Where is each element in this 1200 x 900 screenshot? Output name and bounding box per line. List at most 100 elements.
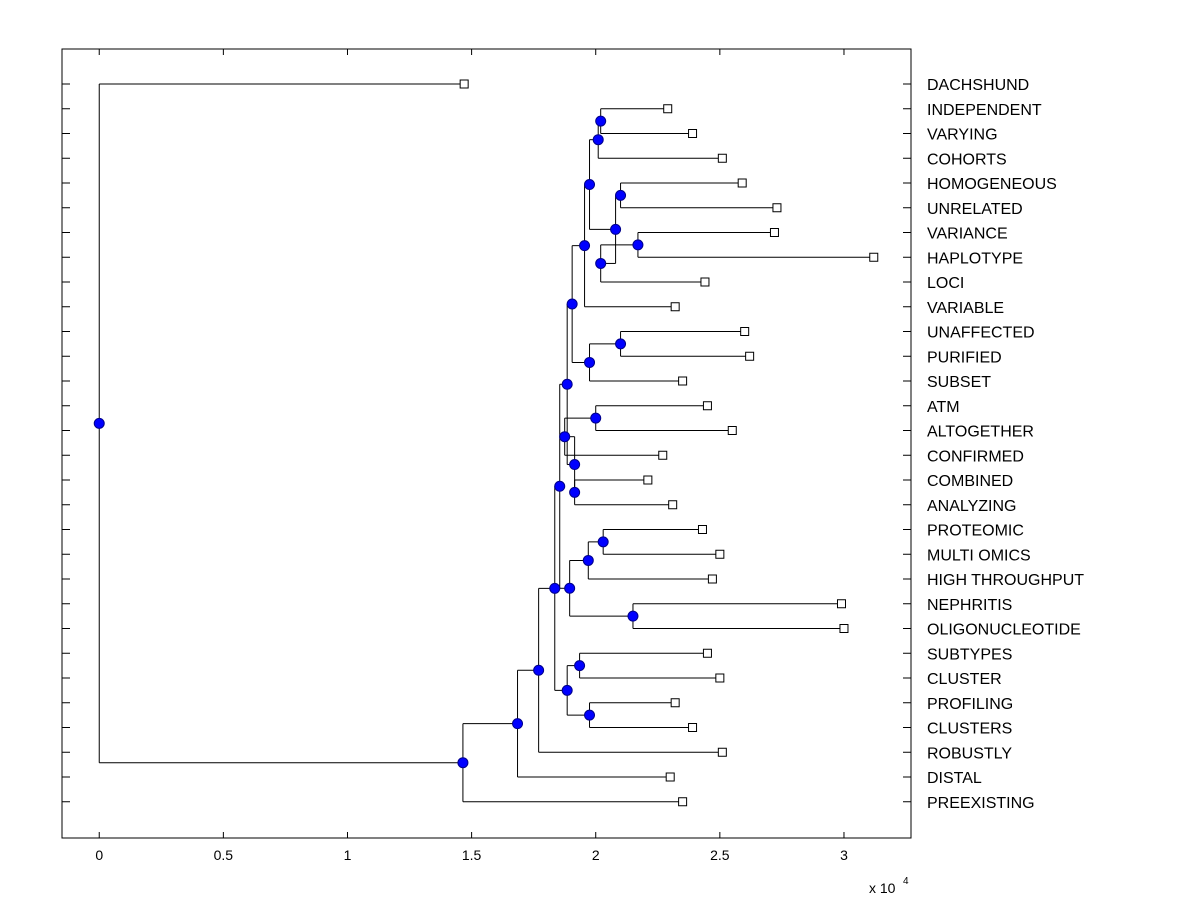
- leaf-marker: [688, 129, 698, 138]
- leaf-marker: [769, 228, 779, 237]
- merge-node: [592, 134, 604, 146]
- merge-node: [569, 459, 581, 471]
- merge-node: [574, 660, 586, 672]
- merge-node: [93, 417, 105, 429]
- merge-node: [584, 356, 596, 368]
- merge-node: [582, 554, 594, 566]
- leaf-marker: [658, 450, 668, 460]
- leaf-marker: [668, 500, 678, 510]
- merge-node: [579, 240, 591, 252]
- merge-node: [584, 709, 596, 721]
- merge-node: [627, 610, 639, 622]
- leaf-marker: [740, 327, 750, 336]
- merge-node: [561, 684, 573, 696]
- leaf-label: VARYING: [927, 127, 998, 144]
- leaf-label: HOMOGENEOUS: [927, 176, 1057, 193]
- merge-node: [584, 179, 596, 191]
- x-tick-label: 0.5: [214, 847, 234, 863]
- merge-node: [457, 757, 469, 769]
- leaf-label: MULTI OMICS: [927, 547, 1031, 564]
- leaf-marker: [707, 574, 717, 584]
- merge-node: [549, 582, 561, 594]
- merge-node: [610, 223, 622, 235]
- leaf-label: DACHSHUND: [927, 77, 1029, 94]
- merge-node: [615, 338, 627, 350]
- leaf-label: VARIABLE: [927, 300, 1004, 317]
- leaf-marker: [643, 475, 653, 485]
- leaf-marker: [715, 549, 725, 559]
- leaf-marker: [702, 648, 712, 658]
- leaf-marker: [745, 351, 755, 361]
- x-scale-multiplier: x 10: [869, 880, 896, 896]
- leaf-label: COMBINED: [927, 473, 1013, 490]
- leaf-marker: [678, 376, 688, 386]
- x-tick-label: 2.5: [710, 847, 730, 863]
- merge-node: [561, 378, 573, 390]
- leaf-marker: [688, 723, 698, 732]
- leaf-marker: [772, 203, 782, 213]
- leaf-label: ALTOGETHER: [927, 424, 1034, 441]
- leaf-marker: [670, 698, 680, 708]
- leaf-label: ROBUSTLY: [927, 745, 1012, 762]
- leaf-marker: [715, 673, 725, 683]
- leaf-marker: [869, 252, 879, 262]
- leaf-label: INDEPENDENT: [927, 102, 1042, 119]
- x-scale-exponent: 4: [903, 876, 909, 887]
- leaf-label: ATM: [927, 399, 960, 416]
- merge-node: [533, 664, 545, 676]
- leaf-label: HAPLOTYPE: [927, 250, 1023, 267]
- merge-node: [597, 536, 609, 548]
- leaf-marker: [836, 599, 846, 609]
- leaf-label: UNRELATED: [927, 201, 1023, 218]
- merge-node: [590, 412, 602, 424]
- leaf-marker: [717, 153, 727, 163]
- leaf-marker: [727, 426, 737, 435]
- x-tick-label: 3: [840, 847, 848, 863]
- leaf-label: PROFILING: [927, 696, 1013, 713]
- x-tick-label: 1.5: [462, 847, 482, 863]
- x-tick-label: 2: [592, 847, 600, 863]
- leaf-marker: [665, 772, 675, 782]
- leaf-label: ANALYZING: [927, 498, 1017, 515]
- merge-node: [554, 480, 566, 492]
- leaf-marker: [717, 747, 727, 757]
- leaf-label: LOCI: [927, 275, 964, 292]
- leaf-label: UNAFFECTED: [927, 325, 1035, 342]
- leaf-marker: [839, 624, 849, 633]
- leaf-marker: [670, 302, 680, 312]
- merge-nodes: [93, 115, 644, 769]
- leaf-label: NEPHRITIS: [927, 597, 1012, 614]
- leaf-label: CLUSTERS: [927, 721, 1012, 738]
- leaf-label: COHORTS: [927, 151, 1007, 168]
- merge-node: [559, 431, 571, 443]
- leaf-labels: DACHSHUND INDEPENDENT VARYING COHORTS HOMOGE…: [927, 77, 1084, 812]
- leaf-marker: [700, 277, 710, 287]
- leaf-marker: [678, 797, 688, 807]
- leaf-label: SUBTYPES: [927, 646, 1012, 663]
- dendrogram-links: [98, 83, 870, 803]
- merge-node: [632, 239, 644, 251]
- merge-node: [569, 486, 581, 498]
- x-axis: 0 0.5 1 1.5 2 2.5 3: [95, 49, 848, 863]
- leaf-label: PROTEOMIC: [927, 523, 1024, 540]
- merge-node: [615, 189, 627, 201]
- leaf-marker: [663, 104, 673, 114]
- merge-node: [564, 582, 576, 594]
- leaf-label: HIGH THROUGHPUT: [927, 572, 1084, 589]
- leaf-label: PREEXISTING: [927, 795, 1035, 812]
- leaf-label: CLUSTER: [927, 671, 1002, 688]
- leaf-marker: [459, 79, 469, 89]
- plot-frame: [61, 48, 912, 839]
- leaf-marker: [697, 525, 707, 534]
- y-ticks: [62, 83, 911, 803]
- merge-node: [595, 115, 607, 127]
- leaf-marker: [737, 178, 747, 188]
- merge-node: [595, 257, 607, 269]
- x-tick-label: 0: [95, 847, 103, 863]
- leaf-label: SUBSET: [927, 374, 991, 391]
- leaf-label: VARIANCE: [927, 226, 1008, 243]
- merge-node: [566, 298, 578, 310]
- leaf-markers: [459, 79, 879, 807]
- leaf-label: DISTAL: [927, 770, 982, 787]
